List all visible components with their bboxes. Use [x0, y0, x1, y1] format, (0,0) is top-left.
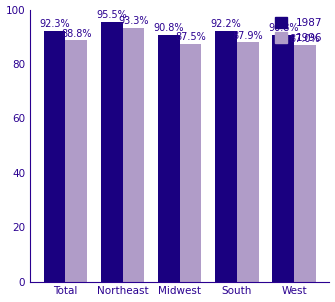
Bar [65, 40, 87, 281]
Bar [123, 28, 144, 281]
Legend: 1987, 1996: 1987, 1996 [273, 15, 324, 45]
Bar [237, 43, 259, 281]
Text: 88.8%: 88.8% [61, 29, 91, 39]
Text: 95.5%: 95.5% [96, 11, 127, 21]
Bar [294, 45, 316, 281]
Text: 87.9%: 87.9% [232, 31, 263, 41]
Bar [158, 35, 180, 281]
Text: 87.5%: 87.5% [175, 32, 206, 42]
Bar [101, 22, 123, 281]
Text: 92.2%: 92.2% [211, 19, 242, 29]
Bar [44, 31, 65, 281]
Text: 93.3%: 93.3% [118, 16, 149, 26]
Text: 90.8%: 90.8% [154, 23, 184, 33]
Bar [180, 43, 201, 281]
Text: 87.0%: 87.0% [290, 34, 320, 43]
Bar [272, 35, 294, 281]
Text: 90.8%: 90.8% [268, 23, 298, 33]
Text: 92.3%: 92.3% [39, 19, 70, 29]
Bar [215, 31, 237, 281]
